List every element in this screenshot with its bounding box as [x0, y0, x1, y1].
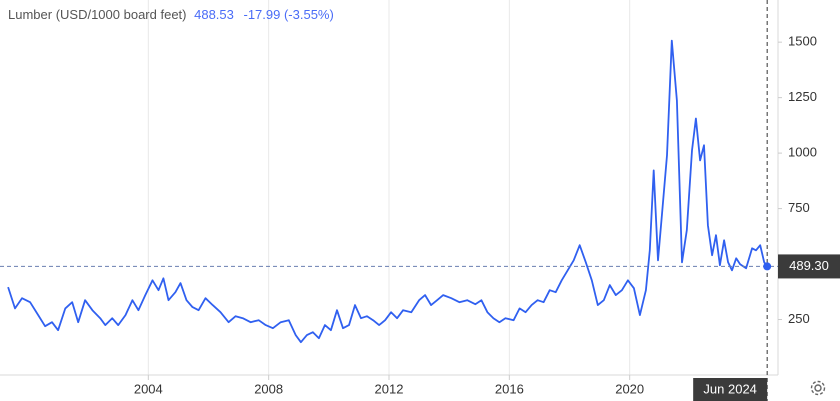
crosshair-label: Jun 2024 [703, 381, 757, 396]
x-tick-label: 2012 [375, 381, 404, 396]
last-price-label: 489.30 [789, 258, 829, 273]
x-tick-label: 2020 [615, 381, 644, 396]
y-tick-label: 250 [788, 311, 810, 326]
y-tick-label: 750 [788, 200, 810, 215]
y-tick-label: 1500 [788, 34, 817, 49]
grid [147, 0, 631, 375]
crosshair-box [693, 378, 768, 401]
settings-icon[interactable] [810, 380, 826, 396]
chart-title: Lumber (USD/1000 board feet) [8, 7, 186, 22]
last-price-box [778, 254, 840, 279]
x-tick-label: 2008 [254, 381, 283, 396]
price: 488.53 [194, 7, 234, 22]
header: Lumber (USD/1000 board feet) 488.53 -17.… [8, 7, 334, 22]
last-point [763, 262, 772, 271]
y-tick-label: 1000 [788, 145, 817, 160]
change: -17.99 (-3.55%) [244, 7, 334, 22]
y-tick-label: 1250 [788, 89, 817, 104]
x-tick-label: 2016 [495, 381, 524, 396]
x-tick-label: 2004 [134, 381, 163, 396]
price-line [7, 39, 768, 344]
